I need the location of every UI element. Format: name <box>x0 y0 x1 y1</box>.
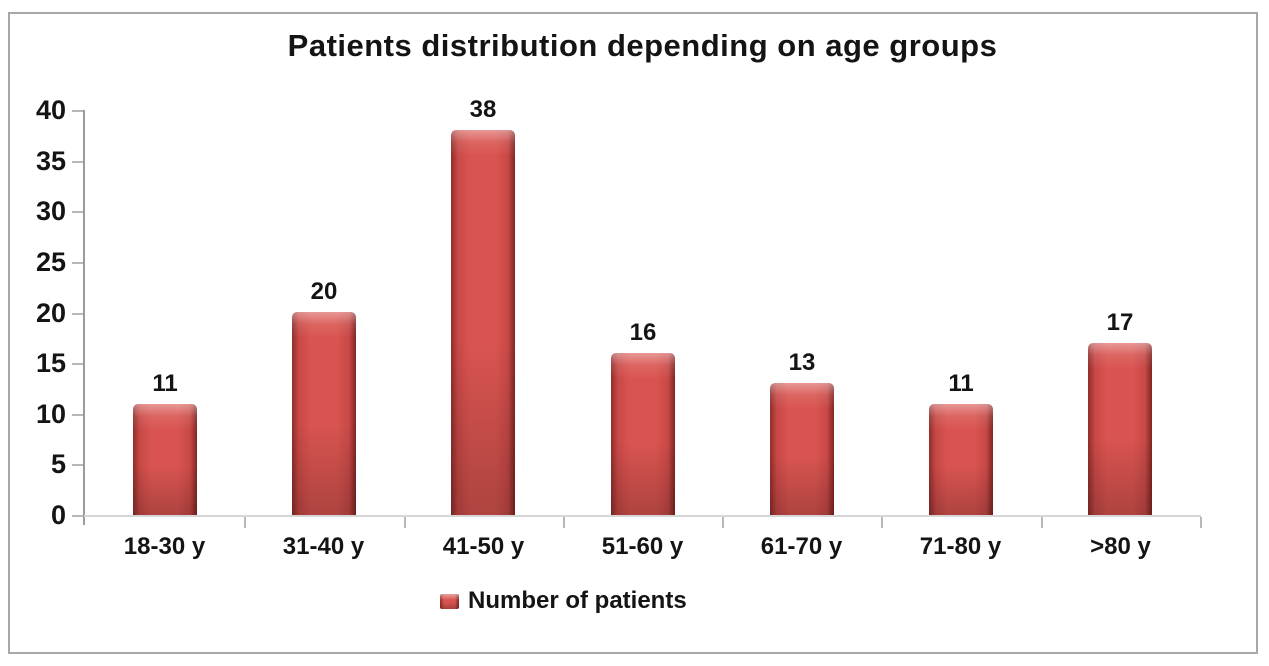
y-axis-tick <box>72 262 83 264</box>
bar-value-label: 11 <box>948 370 974 397</box>
bar <box>1088 343 1152 515</box>
bar-value-label: 16 <box>629 319 657 346</box>
x-axis-line <box>84 515 1201 517</box>
y-axis-tick <box>72 313 83 315</box>
y-axis-label: 20 <box>35 298 66 328</box>
y-axis-label: 25 <box>35 247 66 277</box>
bar-value-label: 17 <box>1106 309 1134 336</box>
y-axis-line <box>83 110 85 525</box>
y-axis-tick <box>72 211 83 213</box>
y-axis-label: 35 <box>35 146 66 176</box>
legend: Number of patients <box>440 588 687 614</box>
bar <box>292 312 356 515</box>
x-axis-tick <box>1200 517 1202 528</box>
x-axis-label: 31-40 y <box>282 533 365 560</box>
y-axis-tick <box>72 464 83 466</box>
bar <box>451 130 515 515</box>
y-axis-label: 0 <box>50 500 66 530</box>
x-axis-label: 41-50 y <box>442 533 525 560</box>
y-axis-label: 15 <box>35 348 66 378</box>
x-axis-tick <box>722 517 724 528</box>
x-axis-tick <box>1041 517 1043 528</box>
y-axis-tick <box>72 110 83 112</box>
y-axis-tick <box>72 161 83 163</box>
y-axis-label: 5 <box>50 449 66 479</box>
legend-label: Number of patients <box>468 587 687 614</box>
bar <box>770 383 834 515</box>
bar <box>611 353 675 515</box>
y-axis-label: 40 <box>35 95 66 125</box>
bar-value-label: 13 <box>788 349 816 376</box>
y-axis-tick <box>72 363 83 365</box>
bar-value-label: 11 <box>152 370 178 397</box>
x-axis-tick <box>244 517 246 528</box>
x-axis-tick <box>563 517 565 528</box>
x-axis-label: 51-60 y <box>601 533 684 560</box>
chart-title: Patients distribution depending on age g… <box>287 28 998 63</box>
legend-marker-square <box>440 593 459 609</box>
bar <box>133 404 197 515</box>
x-axis-label: >80 y <box>1090 533 1151 560</box>
x-axis-label: 61-70 y <box>760 533 843 560</box>
bar <box>929 404 993 515</box>
y-axis-tick <box>72 414 83 416</box>
y-axis-tick <box>72 515 83 517</box>
bar-value-label: 38 <box>469 96 497 123</box>
x-axis-label: 18-30 y <box>123 533 206 560</box>
bar-value-label: 20 <box>310 278 338 305</box>
x-axis-tick <box>881 517 883 528</box>
y-axis-label: 10 <box>35 399 66 429</box>
x-axis-label: 71-80 y <box>919 533 1002 560</box>
x-axis-tick <box>404 517 406 528</box>
y-axis-label: 30 <box>35 196 66 226</box>
